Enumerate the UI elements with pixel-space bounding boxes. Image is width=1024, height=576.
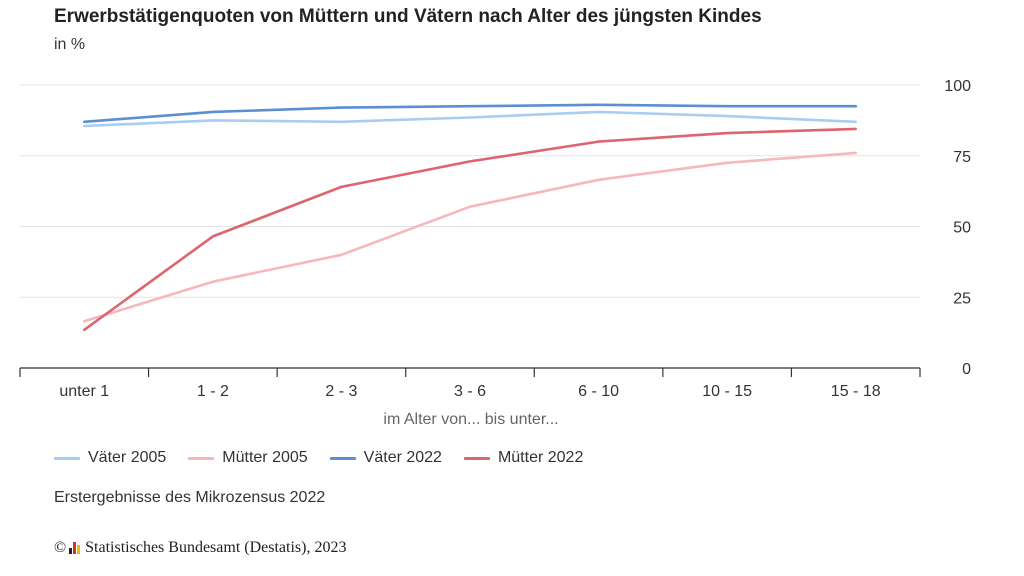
x-tick-label: 1 - 2 — [197, 383, 229, 400]
legend-item[interactable]: Väter 2005 — [54, 449, 166, 467]
legend-item[interactable]: Mütter 2022 — [463, 449, 584, 467]
chart-subtitle: in % — [54, 36, 86, 53]
legend-item[interactable]: Väter 2022 — [329, 449, 442, 467]
series-line-muetter-2022 — [83, 127, 858, 332]
legend-label: Mütter 2005 — [222, 449, 308, 466]
series-line-vaeter-2022 — [83, 103, 858, 124]
line-chart: 0 25 50 75 100 unter 1 1 - 2 2 - 3 3 - 6 6 - 10 1… — [19, 78, 971, 428]
source-text: Statistisches Bundesamt (Destatis), 2023 — [85, 539, 347, 556]
legend-label: Väter 2005 — [88, 449, 167, 466]
y-axis: 0 25 50 75 100 — [944, 78, 971, 378]
source-credit: © Statistisches Bundesamt (Destatis), 20… — [54, 539, 346, 557]
x-tick-label: unter 1 — [59, 383, 109, 400]
legend-swatch — [188, 456, 215, 460]
legend-item[interactable]: Mütter 2005 — [188, 449, 308, 467]
x-tick-labels: unter 1 1 - 2 2 - 3 3 - 6 6 - 10 10 - 15 15 - … — [59, 383, 880, 400]
series-line-muetter-2005 — [83, 151, 858, 323]
series-lines — [83, 103, 858, 332]
legend-swatch — [329, 456, 356, 460]
chart-legend: Väter 2005 Mütter 2005 Väter 2022 Mütter 20… — [54, 449, 605, 467]
legend-label: Mütter 2022 — [497, 449, 584, 466]
legend-label: Väter 2022 — [363, 449, 442, 466]
x-tick-label: 10 - 15 — [702, 383, 752, 400]
x-tick-label: 2 - 3 — [325, 383, 357, 400]
legend-swatch — [54, 456, 80, 460]
x-axis-label: im Alter von... bis unter... — [383, 411, 558, 428]
legend-swatch — [463, 456, 490, 460]
y-tick-label: 75 — [953, 149, 971, 166]
x-tick-label: 6 - 10 — [578, 383, 619, 400]
footnote: Erstergebnisse des Mikrozensus 2022 — [54, 489, 326, 506]
y-tick-label: 50 — [953, 220, 971, 237]
x-axis — [19, 367, 921, 377]
series-line-vaeter-2005 — [83, 110, 858, 128]
y-tick-label: 25 — [953, 290, 971, 307]
copyright-symbol: © — [54, 539, 67, 556]
x-tick-label: 15 - 18 — [831, 383, 881, 400]
x-tick-label: 3 - 6 — [454, 383, 486, 400]
gridlines — [20, 84, 920, 298]
chart-title: Erwerbstätigenquoten von Müttern und Vät… — [54, 6, 762, 27]
y-tick-label: 100 — [944, 78, 971, 95]
y-tick-label: 0 — [962, 361, 971, 378]
destatis-logo-icon — [69, 542, 81, 554]
